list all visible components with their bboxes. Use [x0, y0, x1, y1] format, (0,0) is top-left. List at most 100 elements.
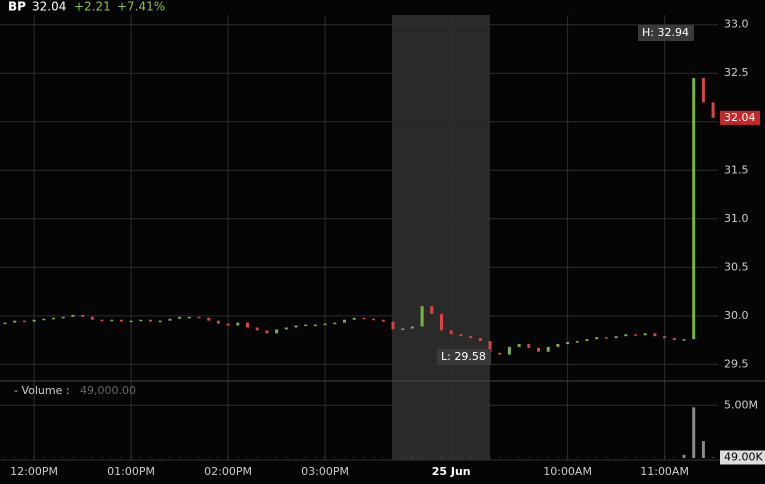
- candle: [575, 341, 579, 343]
- candle: [343, 319, 346, 323]
- candle: [119, 319, 123, 322]
- overnight-shade: [392, 15, 490, 460]
- candle: [653, 333, 657, 337]
- candle: [546, 346, 550, 352]
- candle: [187, 316, 191, 319]
- candle: [139, 319, 143, 322]
- volume-bar: [711, 457, 715, 458]
- candle: [313, 324, 317, 327]
- candle: [527, 343, 531, 348]
- candle: [158, 320, 162, 323]
- low-box: [437, 349, 491, 365]
- candle: [22, 320, 26, 323]
- candle: [401, 328, 405, 330]
- last-volume-label: 49.00K: [724, 450, 763, 463]
- y-tick-label: 33.0: [724, 18, 749, 31]
- candle: [566, 342, 570, 344]
- last-price-label: 32.04: [724, 111, 756, 124]
- candle: [275, 329, 279, 334]
- candle: [294, 325, 298, 328]
- candle: [226, 323, 230, 326]
- last-price-box: [720, 110, 760, 125]
- candle: [71, 314, 75, 317]
- change-pct: +7.41%: [117, 0, 165, 14]
- candle: [255, 327, 259, 331]
- candle: [284, 327, 288, 330]
- candle: [168, 318, 172, 321]
- candle: [362, 317, 366, 320]
- candle: [430, 306, 434, 314]
- volume-bar: [692, 407, 696, 458]
- candle: [449, 330, 453, 335]
- candle: [537, 347, 540, 352]
- candle: [682, 339, 686, 341]
- x-tick-label: 03:00PM: [301, 465, 349, 478]
- candle: [352, 317, 356, 320]
- candle: [643, 333, 647, 336]
- candle: [42, 318, 46, 321]
- candle: [372, 318, 376, 321]
- candle: [81, 314, 85, 317]
- candle: [323, 323, 327, 326]
- candle: [585, 339, 589, 342]
- candle: [517, 343, 521, 347]
- volume-legend: - Volume :: [14, 384, 70, 397]
- candle: [216, 320, 220, 324]
- y-tick-label: 30.5: [724, 260, 749, 273]
- candle: [410, 326, 414, 329]
- volume-bar: [682, 454, 686, 458]
- candle: [391, 321, 395, 330]
- candle: [265, 330, 269, 334]
- x-tick-label: 02:00PM: [204, 465, 252, 478]
- y-tick-label: 29.5: [724, 357, 749, 370]
- candle: [129, 320, 133, 323]
- candle: [13, 320, 17, 323]
- candle: [604, 337, 608, 339]
- volume-bar: [701, 441, 705, 458]
- symbol: BP: [8, 0, 26, 14]
- grid: 29.530.030.531.031.532.032.533.05.00M12:…: [0, 15, 758, 478]
- candle: [52, 317, 55, 320]
- volume-tick-label: 5.00M: [724, 398, 758, 411]
- y-tick-label: 32.5: [724, 66, 749, 79]
- price: 32.04: [32, 0, 66, 14]
- candle: [100, 319, 104, 322]
- candle: [663, 336, 667, 339]
- candle: [478, 338, 482, 342]
- candle: [3, 322, 7, 325]
- candle: [178, 316, 182, 319]
- candle: [556, 343, 560, 347]
- candle: [32, 319, 36, 322]
- change: +2.21: [74, 0, 111, 14]
- candle: [498, 352, 502, 355]
- candle: [595, 337, 599, 340]
- candle: [246, 322, 249, 328]
- candle: [207, 317, 211, 321]
- candle: [110, 319, 114, 322]
- candle: [197, 316, 201, 319]
- candle: [711, 102, 715, 118]
- x-tick-label: 10:00AM: [543, 465, 592, 478]
- candle: [420, 306, 424, 327]
- candle: [692, 78, 696, 340]
- candle: [61, 316, 65, 319]
- low-label: L: 29.58: [441, 350, 486, 363]
- marks: [3, 78, 715, 458]
- x-tick-label: 12:00PM: [10, 465, 58, 478]
- candle: [624, 334, 628, 337]
- candle: [304, 324, 308, 327]
- x-tick-label: 01:00PM: [107, 465, 155, 478]
- candle: [614, 336, 618, 339]
- x-tick-label: 11:00AM: [640, 465, 689, 478]
- candle: [381, 319, 385, 322]
- candle: [488, 341, 492, 353]
- high-box: [638, 25, 694, 41]
- candle: [672, 338, 676, 341]
- candle: [440, 313, 443, 331]
- y-tick-label: 31.5: [724, 163, 749, 176]
- candle: [90, 316, 94, 320]
- candle: [333, 322, 337, 325]
- y-tick-label: 31.0: [724, 212, 749, 225]
- candle: [236, 322, 240, 326]
